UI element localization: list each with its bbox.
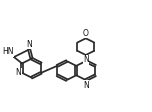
Text: N: N [83,81,89,90]
Text: HN: HN [2,47,14,56]
Text: O: O [83,29,89,38]
Text: N: N [16,68,21,77]
Text: N: N [83,55,89,65]
Text: N: N [27,40,33,49]
